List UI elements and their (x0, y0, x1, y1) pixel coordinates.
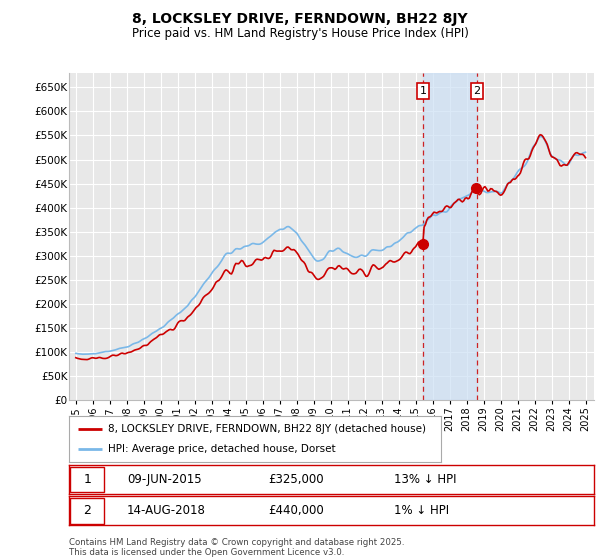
Bar (423, 73, 477, 400)
Text: 13% ↓ HPI: 13% ↓ HPI (395, 473, 457, 486)
Text: 2: 2 (473, 86, 481, 96)
Text: 2: 2 (83, 504, 91, 517)
Bar (70, 466, 104, 492)
Text: 09-JUN-2015: 09-JUN-2015 (127, 473, 202, 486)
Text: 8, LOCKSLEY DRIVE, FERNDOWN, BH22 8JY (detached house): 8, LOCKSLEY DRIVE, FERNDOWN, BH22 8JY (d… (108, 424, 426, 434)
Text: 1: 1 (419, 86, 427, 96)
Text: 8, LOCKSLEY DRIVE, FERNDOWN, BH22 8JY: 8, LOCKSLEY DRIVE, FERNDOWN, BH22 8JY (132, 12, 468, 26)
Text: 1% ↓ HPI: 1% ↓ HPI (395, 504, 449, 517)
Text: £325,000: £325,000 (269, 473, 324, 486)
Text: Price paid vs. HM Land Registry's House Price Index (HPI): Price paid vs. HM Land Registry's House … (131, 27, 469, 40)
Text: £440,000: £440,000 (269, 504, 324, 517)
Text: 1: 1 (83, 473, 91, 486)
Text: HPI: Average price, detached house, Dorset: HPI: Average price, detached house, Dors… (108, 444, 335, 454)
Text: 14-AUG-2018: 14-AUG-2018 (127, 504, 206, 517)
Text: Contains HM Land Registry data © Crown copyright and database right 2025.
This d: Contains HM Land Registry data © Crown c… (69, 538, 404, 557)
Bar (70, 498, 104, 524)
